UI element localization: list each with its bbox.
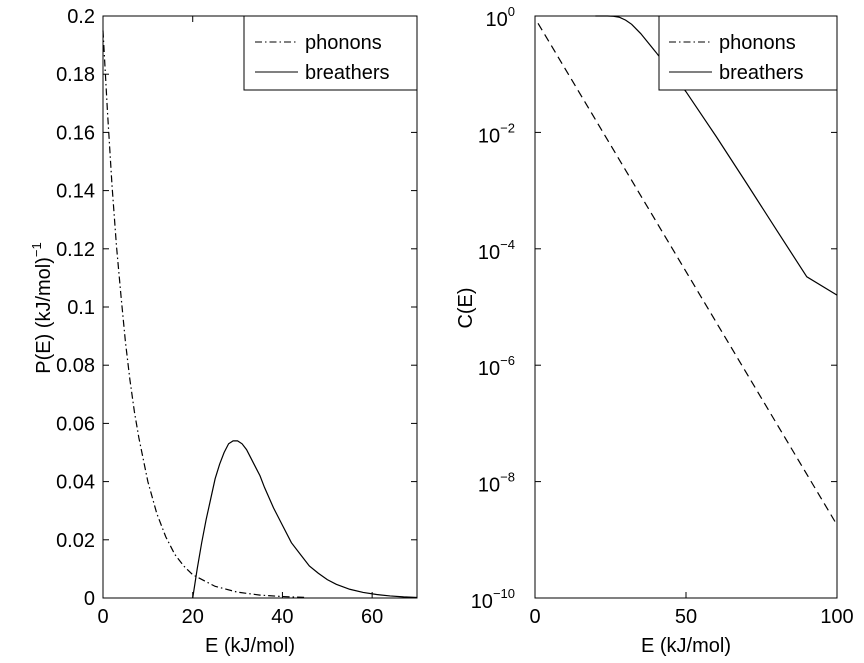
y-tick-label-0-3: 0.06 — [56, 413, 95, 435]
y-tick-label-0-10: 0.2 — [67, 6, 95, 28]
series-line-breathers-1 — [595, 15, 838, 296]
legend-label-phonons-left: phonons — [305, 32, 382, 54]
legend-label-breathers-right: breathers — [719, 62, 804, 84]
series-line-phonons-0 — [102, 30, 305, 599]
y-tick-exponent-1-4: −2 — [500, 120, 515, 135]
y-tick-base-1-5: 10 — [486, 9, 508, 31]
tick-group-left: 0 20 40 60 0 0.02 0.04 0.06 0.08 0.1 0.12 0.14 0.16 0… — [56, 6, 417, 628]
y-tick-label-1-2: 10−6 — [478, 353, 515, 380]
legend-box-right — [658, 15, 838, 91]
y-axis-label-left-exponent: −1 — [29, 242, 44, 257]
y-tick-label-0-7: 0.14 — [56, 181, 95, 203]
y-tick-label-1-3: 10−4 — [478, 237, 515, 264]
chart-probability-distribution: 0 20 40 60 0 0.02 0.04 0.06 0.08 0.1 0.12 0.14 0.16 0… — [29, 6, 418, 657]
y-tick-base-1-4: 10 — [478, 125, 500, 147]
y-tick-label-0-9: 0.18 — [56, 64, 95, 86]
legend-right: phonons breathers — [658, 15, 838, 91]
y-tick-label-0-6: 0.12 — [56, 239, 95, 261]
x-tick-label-0-3: 60 — [361, 606, 383, 628]
x-tick-label-1-2: 100 — [820, 606, 853, 628]
y-tick-exponent-1-1: −8 — [500, 470, 515, 485]
y-tick-base-1-1: 10 — [478, 475, 500, 497]
y-tick-label-0-8: 0.16 — [56, 122, 95, 144]
series-line-phonons-1 — [537, 22, 838, 526]
y-tick-label-1-4: 10−2 — [478, 120, 515, 147]
y-axis-label-left-text: P(E) (kJ/mol) — [33, 257, 55, 374]
legend-box-left — [243, 15, 418, 91]
y-tick-base-1-2: 10 — [478, 358, 500, 380]
legend-label-phonons-right: phonons — [719, 32, 796, 54]
series-line-breathers-0 — [192, 440, 418, 599]
x-tick-label-1-0: 0 — [529, 606, 540, 628]
y-tick-label-0-2: 0.04 — [56, 472, 95, 494]
y-tick-base-1-3: 10 — [478, 242, 500, 264]
y-tick-label-0-5: 0.1 — [67, 297, 95, 319]
y-tick-exponent-1-5: 0 — [508, 4, 515, 19]
y-axis-label-left: P(E) (kJ/mol)−1 — [29, 242, 55, 374]
y-tick-label-0-0: 0 — [84, 588, 95, 610]
y-axis-label-right: C(E) — [455, 287, 477, 328]
x-tick-label-0-0: 0 — [97, 606, 108, 628]
legend-label-breathers-left: breathers — [305, 62, 390, 84]
y-tick-label-1-0: 10−10 — [471, 586, 515, 613]
series-group-left — [102, 30, 418, 599]
legend-left: phonons breathers — [243, 15, 418, 91]
y-tick-label-1-1: 10−8 — [478, 470, 515, 497]
x-tick-label-0-2: 40 — [271, 606, 293, 628]
y-tick-exponent-1-0: −10 — [493, 586, 515, 601]
y-tick-base-1-0: 10 — [471, 591, 493, 613]
plot-area-right — [534, 15, 838, 599]
y-tick-exponent-1-2: −6 — [500, 353, 515, 368]
y-tick-label-0-4: 0.08 — [56, 355, 95, 377]
series-group-right — [537, 15, 838, 526]
x-axis-label-left: E (kJ/mol) — [205, 635, 295, 657]
x-tick-label-0-1: 20 — [182, 606, 204, 628]
y-tick-label-0-1: 0.02 — [56, 530, 95, 552]
x-axis-label-right: E (kJ/mol) — [641, 635, 731, 657]
y-tick-label-1-5: 100 — [486, 4, 515, 31]
y-tick-exponent-1-3: −4 — [500, 237, 515, 252]
x-tick-label-1-1: 50 — [675, 606, 697, 628]
plot-area-left — [102, 15, 418, 599]
